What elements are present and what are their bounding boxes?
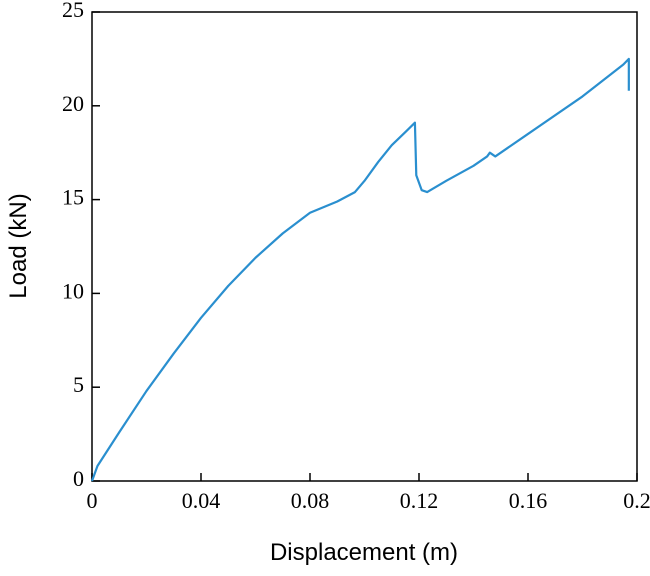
x-axis-label: Displacement (m) [270,539,458,566]
y-tick-label: 15 [62,185,84,210]
y-tick-label: 10 [62,278,84,303]
y-axis-label: Load (kN) [5,193,32,298]
x-tick-label: 0.12 [400,488,439,513]
x-tick-label: 0.04 [182,488,221,513]
x-tick-label: 0 [87,488,98,513]
y-tick-label: 0 [73,466,84,491]
y-tick-label: 5 [73,372,84,397]
x-tick-label: 0.16 [509,488,548,513]
x-tick-label: 0.08 [291,488,330,513]
y-tick-label: 25 [62,0,84,22]
data-line [90,57,630,482]
x-tick-label: 0.2 [623,488,650,513]
plot-frame [91,11,638,482]
y-tick-label: 20 [62,91,84,116]
